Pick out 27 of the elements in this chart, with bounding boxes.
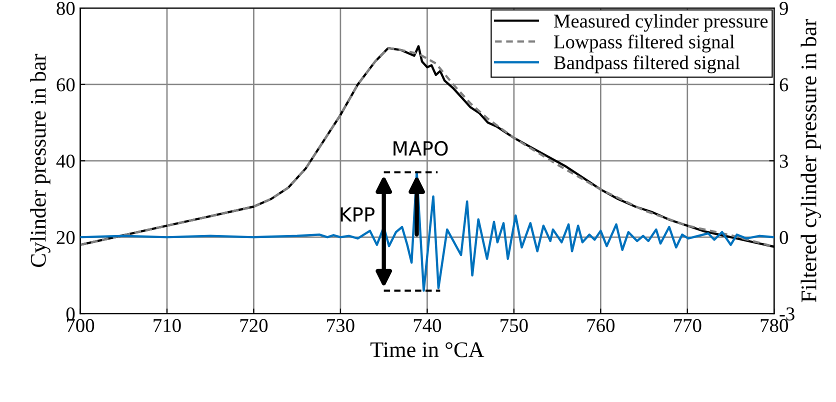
x-tick-label: 740: [414, 318, 442, 332]
y-axis-title: Cylinder pressure in bar: [30, 54, 50, 267]
y-tick-label: 60: [56, 78, 75, 92]
x-tick-label: 730: [327, 318, 354, 332]
y2-tick-label: 3: [780, 154, 788, 168]
y-tick-label: 40: [56, 154, 75, 168]
x-tick-label: 770: [674, 318, 702, 332]
y-tick-label: 80: [56, 2, 75, 15]
annotation: KPP: [340, 207, 374, 222]
annotation: MAPO: [394, 141, 448, 156]
legend-label: Measured cylinder pressure: [554, 14, 768, 32]
x-tick-label: 750: [500, 318, 528, 332]
x-tick-label: 720: [240, 318, 268, 332]
x-axis-title: Time in °CA: [370, 342, 484, 358]
legend-label: Lowpass filtered signal: [554, 34, 734, 52]
legend-label: Bandpass filtered signal: [554, 55, 740, 74]
y2-tick-label: 9: [780, 2, 788, 15]
x-tick-label: 710: [154, 318, 181, 332]
y2-tick-label: -3: [780, 307, 794, 320]
x-tick-label: 700: [66, 318, 94, 332]
line-series: [80, 171, 774, 292]
x-tick-label: 780: [760, 318, 788, 332]
y2-axis-title: Filtered cylinder pressure in bar: [800, 19, 821, 302]
y2-tick-label: 0: [780, 230, 788, 244]
y2-tick-label: 6: [780, 78, 788, 92]
y-tick-label: 20: [56, 230, 75, 244]
x-tick-label: 760: [587, 318, 615, 332]
